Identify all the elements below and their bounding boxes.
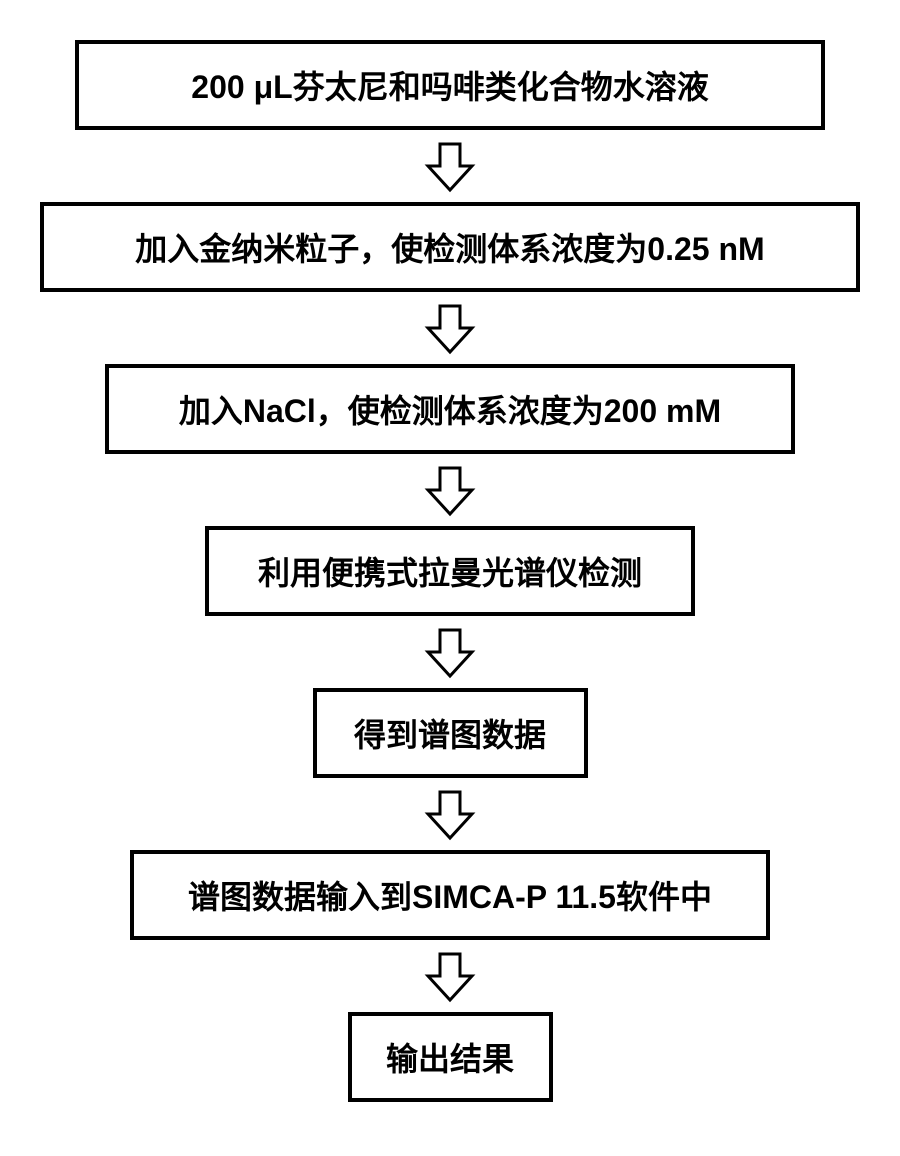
step-label-4: 利用便携式拉曼光谱仪检测	[258, 548, 642, 594]
flowchart-container: 200 μL芬太尼和吗啡类化合物水溶液 加入金纳米粒子，使检测体系浓度为0.25…	[0, 40, 900, 1102]
arrow-2	[420, 298, 480, 358]
step-box-1: 200 μL芬太尼和吗啡类化合物水溶液	[75, 40, 825, 130]
arrow-3	[420, 460, 480, 520]
step-box-4: 利用便携式拉曼光谱仪检测	[205, 526, 695, 616]
step-box-7: 输出结果	[348, 1012, 553, 1102]
step-label-3: 加入NaCl，使检测体系浓度为200 mM	[179, 386, 721, 432]
down-arrow-icon	[420, 622, 480, 682]
step-label-5: 得到谱图数据	[354, 710, 546, 756]
down-arrow-icon	[420, 784, 480, 844]
down-arrow-icon	[420, 460, 480, 520]
down-arrow-icon	[420, 298, 480, 358]
step-label-7: 输出结果	[386, 1034, 514, 1080]
arrow-6	[420, 946, 480, 1006]
arrow-1	[420, 136, 480, 196]
step-label-6: 谱图数据输入到SIMCA-P 11.5软件中	[188, 872, 712, 918]
step-box-6: 谱图数据输入到SIMCA-P 11.5软件中	[130, 850, 770, 940]
down-arrow-icon	[420, 136, 480, 196]
step-box-2: 加入金纳米粒子，使检测体系浓度为0.25 nM	[40, 202, 860, 292]
step-box-5: 得到谱图数据	[313, 688, 588, 778]
step-label-1: 200 μL芬太尼和吗啡类化合物水溶液	[191, 62, 708, 108]
arrow-5	[420, 784, 480, 844]
step-label-2: 加入金纳米粒子，使检测体系浓度为0.25 nM	[135, 224, 764, 270]
down-arrow-icon	[420, 946, 480, 1006]
arrow-4	[420, 622, 480, 682]
step-box-3: 加入NaCl，使检测体系浓度为200 mM	[105, 364, 795, 454]
